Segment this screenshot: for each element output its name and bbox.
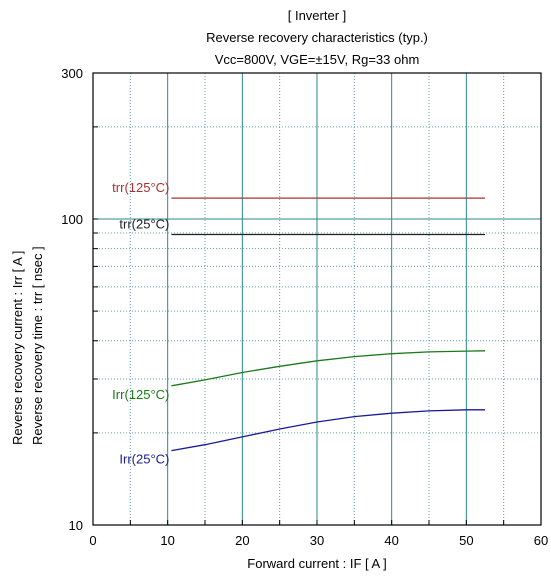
chart-title: [ Inverter ]	[287, 8, 347, 23]
x-tick-label: 10	[160, 533, 174, 548]
x-tick-label: 30	[310, 533, 324, 548]
series-label: Irr(125°C)	[112, 387, 169, 402]
y-tick-label: 10	[69, 518, 83, 533]
chart-subtitle: Reverse recovery characteristics (typ.)	[206, 30, 428, 45]
series-line	[171, 350, 486, 387]
y-tick-label: 300	[61, 66, 83, 81]
chart-conditions: Vcc=800V, VGE=±15V, Rg=33 ohm	[214, 52, 420, 67]
x-tick-label: 20	[235, 533, 249, 548]
x-tick-label: 50	[459, 533, 473, 548]
series-label: Irr(25°C)	[119, 452, 169, 467]
series-label: trr(125°C)	[112, 180, 169, 195]
y-tick-label: 100	[61, 212, 83, 227]
series-line	[171, 409, 485, 452]
y-axis-label-time: Reverse recovery time : trr [ nsec ]	[30, 246, 45, 445]
x-tick-label: 0	[89, 533, 96, 548]
y-axis-label-current: Reverse recovery current : Irr [ A ]	[10, 250, 25, 445]
x-axis-label: Forward current : IF [ A ]	[247, 556, 387, 571]
x-tick-label: 40	[384, 533, 398, 548]
series-label: trr(25°C)	[119, 216, 169, 231]
x-tick-label: 60	[534, 533, 548, 548]
